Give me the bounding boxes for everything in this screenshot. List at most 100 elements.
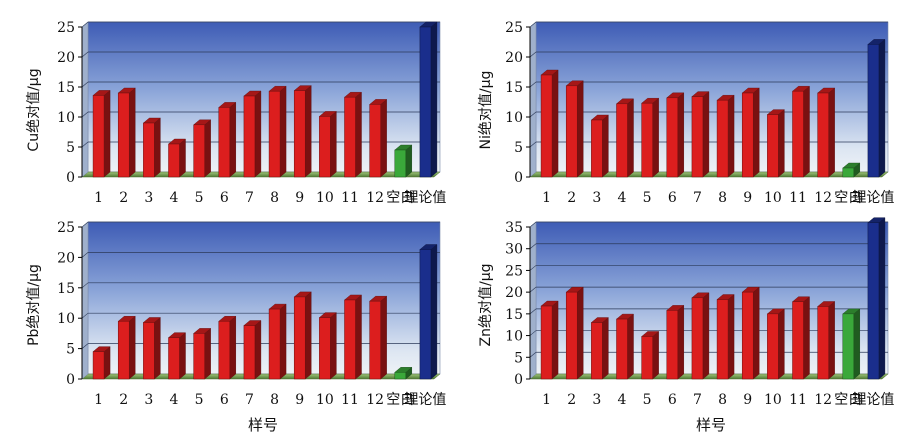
cu-x-tick-label: 1: [94, 190, 103, 206]
zn-bar: [741, 286, 760, 380]
cu-y-tick-label: 25: [57, 20, 75, 36]
pb-x-tick-label: 5: [195, 392, 204, 408]
ni-bar: [666, 92, 685, 178]
zn-gridline-side: [529, 308, 537, 315]
pb-bar: [167, 332, 187, 380]
cu-x-tick-label: 12: [366, 190, 384, 206]
pb-gridline-side: [81, 252, 89, 258]
zn-bar: [716, 294, 735, 380]
cu-plot-wall: [87, 21, 441, 173]
pb-plot-floor: [81, 373, 441, 380]
zn-y-tick-label: 25: [505, 263, 523, 279]
cu-bar: [343, 91, 363, 178]
cu-y-tick-label: 10: [57, 110, 75, 126]
ni-bar: [766, 109, 785, 178]
cu-bar: [92, 89, 111, 178]
cu-bar: [419, 21, 438, 178]
zn-plot-wall: [535, 221, 889, 375]
zn-gridline-side: [529, 243, 537, 249]
cu-gridline-side: [81, 81, 89, 88]
pb-y-tick-label: 5: [66, 342, 75, 358]
ni-gridline-side: [529, 111, 537, 118]
pb-x-tick-label: 3: [144, 392, 153, 408]
zn-x-tick-label: 3: [592, 392, 601, 408]
cu-bar: [218, 101, 237, 178]
pb-y-tick-label: 25: [57, 220, 75, 236]
zn-gridline-side: [529, 352, 537, 358]
pb-bar: [218, 315, 237, 380]
ni-y-tick-label: 15: [505, 80, 523, 96]
zn-x-tick-label: 12: [814, 392, 832, 408]
pb-bar: [92, 346, 111, 380]
cu-bar: [369, 98, 388, 178]
cu-plot-floor: [81, 171, 441, 178]
zn-y-tick-label: 10: [505, 329, 523, 345]
pb-x-tick-label: 空白: [386, 392, 414, 408]
pb-bar: [293, 291, 312, 380]
zn-bar: [867, 217, 886, 380]
cu-gridline-side: [81, 141, 89, 148]
ni-gridline-side: [529, 21, 537, 28]
ni-x-tick-label: 8: [718, 190, 727, 206]
zn-bar: [817, 301, 836, 380]
ni-y-tick-label: 20: [505, 50, 523, 66]
pb-bar: [117, 315, 136, 380]
zn-gridline-side: [529, 265, 537, 271]
ni-x-tick-label: 10: [764, 190, 782, 206]
zn-bar: [615, 313, 635, 380]
ni-bar: [540, 69, 559, 178]
pb-x-tick-label: 1: [94, 392, 103, 408]
zn-bar: [691, 292, 710, 380]
pb-bar: [394, 366, 413, 380]
zn-bar: [540, 300, 559, 380]
ni-gridline-side: [529, 81, 537, 88]
zn-gridline-side: [529, 286, 537, 293]
ni-bar: [615, 98, 635, 178]
zn-y-tick-label: 20: [505, 285, 523, 301]
ni-x-tick-label: 理论值: [852, 190, 894, 206]
ni-y-tick-label: 25: [505, 20, 523, 36]
cu-x-tick-label: 5: [195, 190, 204, 206]
ni-plot-wall: [535, 21, 889, 173]
ni-gridline-side: [529, 141, 537, 148]
pb-gridline-side: [81, 312, 89, 319]
pb-bar: [193, 327, 212, 380]
pb-x-tick-label: 7: [245, 392, 254, 408]
zn-x-tick-label: 理论值: [852, 392, 894, 408]
ni-bar: [791, 85, 811, 178]
pb-gridline-side: [81, 221, 89, 228]
pb-y-tick-label: 15: [57, 281, 75, 297]
zn-x-tick-label: 空白: [834, 392, 862, 408]
zn-x-tick-label: 1: [542, 392, 551, 408]
cu-y-tick-label: 0: [66, 170, 75, 186]
cu-bar: [268, 85, 287, 178]
pb-bar: [142, 317, 161, 380]
cu-bar: [318, 110, 337, 178]
pb-plot-side-wall: [81, 221, 89, 380]
zn-x-tick-label: 6: [668, 392, 677, 408]
zn-x-tick-label: 4: [618, 392, 627, 408]
zn-plot-floor: [529, 373, 889, 380]
pb-x-tick-label: 10: [316, 392, 334, 408]
zn-x-tick-label: 2: [567, 392, 576, 408]
zn-x-tick-label: 8: [718, 392, 727, 408]
ni-bar: [565, 80, 584, 178]
pb-y-tick-label: 10: [57, 311, 75, 327]
ni-bar: [590, 114, 609, 178]
cu-x-tick-label: 理论值: [404, 190, 446, 206]
pb-plot-wall: [87, 221, 441, 375]
cu-gridline-side: [81, 111, 89, 118]
zn-bar: [766, 308, 785, 380]
ni-x-tick-label: 11: [789, 190, 807, 206]
cu-y-tick-label: 5: [66, 140, 75, 156]
cu-gridline-side: [81, 51, 89, 58]
zn-y-tick-label: 35: [505, 220, 523, 236]
pb-x-tick-label: 6: [220, 392, 229, 408]
cu-plot-side-wall: [81, 21, 89, 178]
zn-bar: [565, 286, 584, 380]
